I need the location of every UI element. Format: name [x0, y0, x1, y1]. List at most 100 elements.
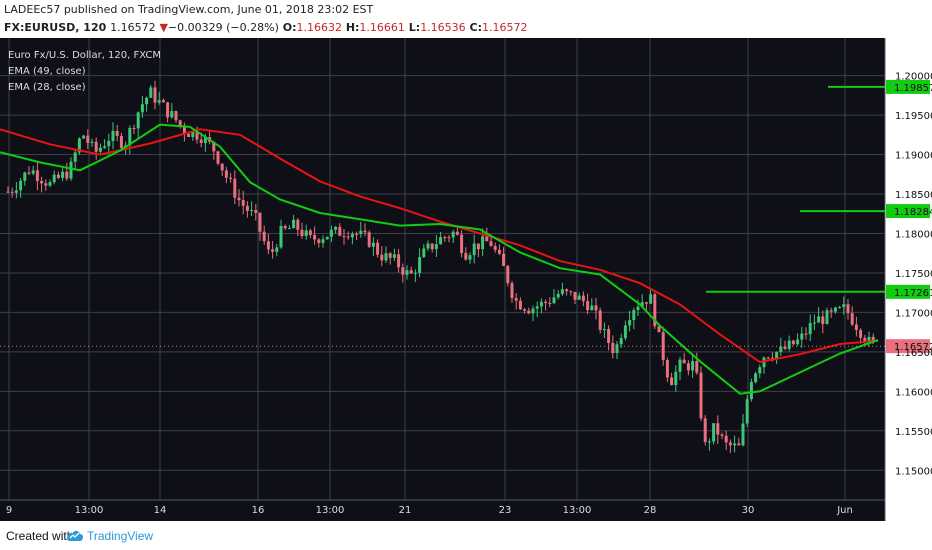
candle-down: [355, 233, 359, 235]
legend-ema49: EMA (49, close): [8, 66, 86, 77]
candle-down: [544, 301, 548, 304]
tradingview-cloud-icon[interactable]: [66, 528, 84, 542]
candle-up: [619, 338, 623, 345]
candle-up: [602, 329, 606, 331]
candle-up: [636, 306, 640, 310]
candle-down: [245, 205, 249, 211]
candle-down: [527, 310, 531, 314]
candle-up: [73, 152, 77, 162]
candle-down: [770, 357, 774, 359]
candle-up: [733, 443, 737, 446]
candle-up: [145, 97, 149, 105]
candle-down: [40, 180, 44, 184]
candle-up: [384, 253, 388, 261]
candle-down: [791, 340, 795, 345]
created-with-text: Created with: [6, 529, 74, 543]
y-tick-label: 1.15500: [895, 427, 932, 438]
price-axis[interactable]: [885, 38, 932, 521]
open-value: 1.16632: [296, 21, 342, 34]
candle-down: [565, 289, 569, 292]
candle-down: [409, 270, 413, 274]
candle-up: [61, 171, 65, 178]
x-tick-label: 14: [154, 505, 167, 516]
candle-down: [871, 336, 875, 342]
candle-up: [136, 112, 140, 129]
candle-up: [712, 423, 716, 442]
candle-down: [363, 230, 367, 233]
candle-down: [342, 235, 346, 237]
x-tick-label: 9: [6, 505, 12, 516]
candle-down: [187, 133, 191, 137]
candle-up: [838, 307, 842, 309]
candle-down: [476, 243, 480, 250]
y-tick-label: 1.19500: [895, 111, 932, 122]
candle-up: [787, 340, 791, 349]
candle-up: [90, 141, 94, 143]
candle-up: [762, 357, 766, 368]
candle-down: [44, 183, 48, 186]
candle-up: [628, 320, 632, 326]
candle-down: [485, 236, 489, 242]
x-tick-label: 13:00: [316, 505, 345, 516]
level-price-tag: [886, 79, 930, 94]
candle-down: [300, 229, 304, 237]
candle-up: [111, 131, 115, 141]
high-label: H:: [345, 21, 360, 34]
y-tick-label: 1.20000: [895, 72, 932, 83]
candle-up: [472, 243, 476, 256]
candle-down: [569, 291, 573, 293]
candle-down: [783, 346, 787, 349]
plot-area[interactable]: [0, 38, 885, 521]
candle-down: [594, 305, 598, 311]
candle-down: [523, 309, 527, 311]
publish-info: LADEEc57 published on TradingView.com, J…: [4, 3, 373, 16]
candle-down: [644, 302, 648, 304]
candle-down: [317, 239, 321, 243]
low-label: L:: [408, 21, 421, 34]
candle-down: [611, 342, 615, 354]
candle-down: [258, 212, 262, 232]
candle-down: [716, 423, 720, 435]
candle-down: [493, 246, 497, 250]
candle-down: [182, 125, 186, 134]
candle-down: [850, 313, 854, 325]
candle-up: [334, 226, 338, 230]
candle-down: [237, 197, 241, 201]
candle-up: [833, 307, 837, 312]
candle-down: [573, 291, 577, 300]
candle-up: [52, 174, 56, 183]
footer-bar: Created with TradingView: [0, 521, 932, 550]
ema28-line: [0, 123, 879, 395]
candle-down: [367, 232, 371, 247]
candle-down: [699, 372, 703, 419]
candle-down: [497, 249, 501, 254]
tradingview-link[interactable]: TradingView: [87, 529, 154, 543]
candle-up: [808, 323, 812, 335]
candle-down: [502, 253, 506, 266]
candle-down: [518, 300, 522, 310]
candle-down: [464, 253, 468, 260]
candle-up: [325, 236, 329, 240]
candle-up: [69, 161, 73, 179]
candle-up: [250, 210, 254, 212]
high-value: 1.16661: [359, 21, 405, 34]
y-tick-label: 1.17500: [895, 269, 932, 280]
candle-up: [23, 172, 27, 181]
candle-down: [854, 324, 858, 331]
last-value: 1.16572: [110, 21, 156, 34]
candle-down: [401, 267, 405, 275]
candle-down: [313, 234, 317, 240]
candle-up: [674, 371, 678, 386]
y-tick-label: 1.17000: [895, 308, 932, 319]
candle-down: [859, 330, 863, 338]
publisher-link[interactable]: LADEEc57: [4, 3, 61, 16]
candle-down: [161, 100, 165, 103]
symbol-info: FX:EURUSD, 120 1.16572 ▼−0.00329 (−0.28%…: [4, 21, 528, 34]
chart-legend: Euro Fx/U.S. Dollar, 120, FXCM EMA (49, …: [8, 50, 161, 93]
x-tick-label: 13:00: [563, 505, 592, 516]
candle-up: [754, 373, 758, 383]
candle-up: [426, 243, 430, 249]
candle-down: [443, 237, 447, 239]
open-label: O:: [282, 21, 297, 34]
